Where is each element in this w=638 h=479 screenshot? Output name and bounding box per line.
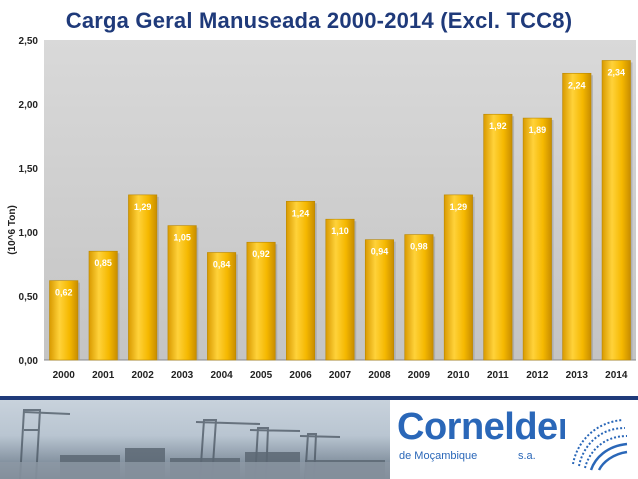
bar-2008 [364,239,394,361]
y-axis-label: (10^6 Ton) [7,205,18,255]
y-tick-label: 1,00 [19,228,39,239]
x-tick-label: 2007 [329,370,352,381]
bar-2013 [562,72,592,361]
data-label: 1,05 [173,233,191,243]
x-axis-ticks: 2000 2001 2002 2003 2004 2005 2006 2007 2008 2009… [53,370,628,381]
x-tick-label: 2002 [132,370,155,381]
data-label: 0,62 [55,288,73,298]
data-label: 2,34 [608,67,626,77]
x-tick-label: 2009 [408,370,431,381]
x-tick-label: 2003 [171,370,194,381]
bars-group: 0,62 0,85 1,29 1,05 0,84 0,92 1,24 1,10 0,94 0,98… [49,60,633,361]
y-tick-label: 0,00 [19,356,39,367]
x-tick-label: 2014 [605,370,628,381]
data-label: 0,84 [213,259,231,269]
port-photo [0,400,390,479]
data-label: 1,10 [331,226,349,236]
logo-suffix: s.a. [518,450,536,462]
logo-subtext: de Moçambique [399,450,478,462]
y-tick-label: 2,00 [19,100,39,111]
bar-2009 [404,234,434,361]
bar-2005 [246,241,276,361]
bar-2014 [601,60,631,361]
data-label: 1,92 [489,121,507,131]
y-tick-label: 2,50 [19,36,39,47]
data-label: 1,29 [134,202,152,212]
x-tick-label: 2012 [526,370,549,381]
bar-2004 [207,252,237,361]
bar-2002 [128,194,158,361]
bar-2001 [88,250,118,361]
wave-emblem-icon [565,412,629,472]
bar-2000 [49,280,79,361]
footer-divider [0,396,638,400]
bar-2011 [483,113,513,361]
bar-2006 [286,200,316,361]
data-label: 1,29 [450,202,468,212]
x-tick-label: 2013 [566,370,589,381]
x-tick-label: 2008 [368,370,391,381]
x-tick-label: 2004 [210,370,233,381]
x-tick-label: 2000 [53,370,76,381]
data-label: 0,92 [252,249,270,259]
bar-2003 [167,225,197,361]
x-tick-label: 2001 [92,370,115,381]
y-axis-ticks: 0,00 0,50 1,00 1,50 2,00 2,50 [19,36,39,367]
x-tick-label: 2006 [289,370,312,381]
bar-chart: 0,00 0,50 1,00 1,50 2,00 2,50 0,62 0,85 1,29 1,0… [7,36,636,381]
logo-text: Cornelder [397,406,572,448]
data-label: 2,24 [568,80,586,90]
y-tick-label: 1,50 [19,164,39,175]
port-cranes-image [0,409,390,479]
bar-2010 [443,194,473,361]
footer: Cornelder de Moçambique s.a. [0,400,638,479]
data-label: 1,24 [292,208,310,218]
data-label: 0,98 [410,242,428,252]
y-tick-label: 0,50 [19,292,39,303]
x-tick-label: 2005 [250,370,273,381]
chart-title: Carga Geral Manuseada 2000-2014 (Excl. T… [65,8,573,33]
data-label: 1,89 [529,125,547,135]
data-label: 0,85 [94,258,112,268]
x-tick-label: 2011 [487,370,509,381]
bar-2012 [522,117,552,361]
x-tick-label: 2010 [447,370,470,381]
data-label: 0,94 [371,247,389,257]
company-logo: Cornelder de Moçambique s.a. [395,406,638,476]
bar-2007 [325,218,355,361]
